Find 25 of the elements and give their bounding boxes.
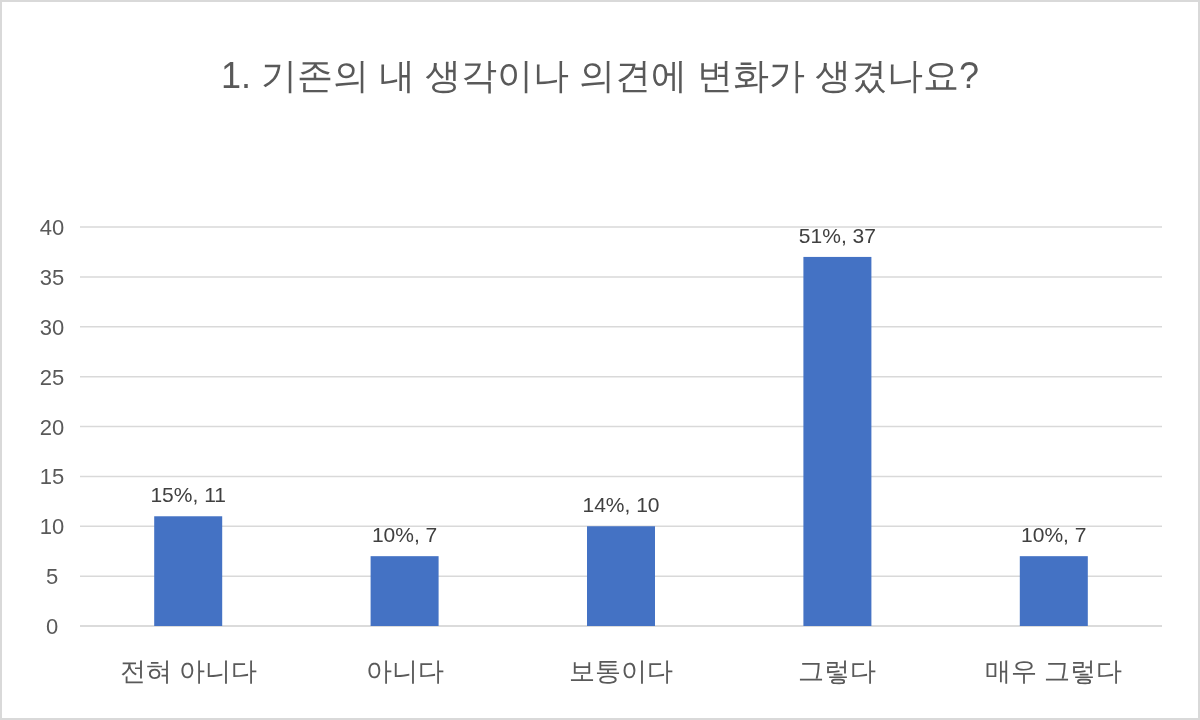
y-tick-label: 0 [45,614,59,639]
title: 1. 기존의 내 생각이나 의견에 변화가 생겼나요? [220,55,980,96]
bar [1019,556,1088,626]
data-label: 10%, 7 [371,523,438,547]
y-tick-label: 15 [39,464,65,490]
y-tick-label: 20 [39,414,65,440]
data-label: 10%, 7 [1021,523,1087,547]
data-label: 51%, 37 [798,223,876,247]
y-tick-label: 5 [45,564,59,590]
bar [370,556,439,626]
y-tick-label: 40 [39,215,65,240]
data-label: 15%, 11 [150,483,226,507]
y-tick-label: 30 [39,314,65,340]
x-tick-label: 전혀 아니다 [119,656,257,686]
x-tick-label: 매우 그렇다 [985,656,1123,686]
bar [154,516,223,626]
bar [587,526,655,626]
y-tick-label: 25 [39,364,65,390]
bar [803,256,872,626]
data-label: 14%, 10 [582,493,660,517]
x-tick-label: 그렇다 [798,656,877,686]
x-tick-label: 아니다 [365,656,444,686]
x-tick-label: 보통이다 [569,656,673,686]
y-tick-label: 35 [39,264,65,290]
y-tick-label: 10 [39,514,65,540]
